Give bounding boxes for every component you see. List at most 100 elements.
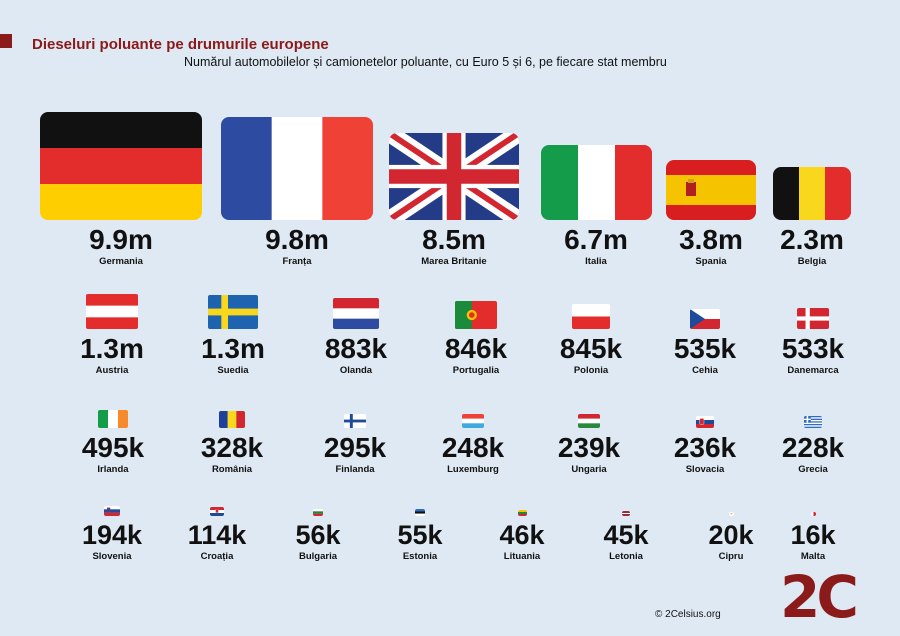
country-card: 16k Malta — [723, 506, 900, 562]
country-card: 9.8m Franța — [207, 112, 387, 267]
country-card: 533k Danemarca — [723, 294, 900, 376]
flag-icon — [517, 510, 527, 516]
country-card: 8.5m Marea Britanie — [364, 112, 544, 267]
country-label: Slovenia — [92, 551, 132, 562]
value-label: 2.3m — [780, 224, 844, 255]
flag-wrap — [696, 410, 714, 428]
country-label: Marea Britanie — [421, 256, 487, 267]
flag-icon — [572, 304, 610, 329]
flag-icon — [622, 511, 630, 516]
country-label: Malta — [800, 551, 826, 562]
flag-icon — [40, 112, 202, 220]
flag-wrap — [389, 112, 519, 220]
country-card: 2.3m Belgia — [722, 112, 900, 267]
flag-wrap — [773, 112, 851, 220]
flag-icon — [86, 294, 138, 329]
country-label: România — [211, 464, 253, 475]
flag-icon — [333, 298, 379, 329]
flag-icon — [540, 145, 652, 220]
country-label: Bulgaria — [298, 551, 337, 562]
country-card: 56k Bulgaria — [228, 506, 408, 562]
country-card: 194k Slovenia — [22, 506, 202, 562]
country-card: 114k Croația — [127, 506, 307, 562]
flag-wrap — [540, 112, 652, 220]
flag-wrap — [219, 410, 245, 428]
flag-icon — [219, 411, 245, 428]
country-card: 883k Olanda — [266, 294, 446, 376]
flag-icon — [313, 509, 323, 516]
country-label: Italia — [585, 256, 607, 267]
value-label: 228k — [781, 432, 845, 463]
flag-wrap — [462, 410, 484, 428]
flag-wrap — [313, 506, 323, 516]
flag-icon — [773, 167, 851, 220]
value-label: 883k — [324, 333, 388, 364]
flag-icon — [221, 117, 373, 220]
flag-icon — [455, 301, 497, 329]
country-label: Estonia — [402, 551, 438, 562]
country-label: Luxemburg — [447, 464, 499, 475]
country-card: 535k Cehia — [615, 294, 795, 376]
country-label: Irlanda — [97, 464, 129, 475]
country-card: 3.8m Spania — [621, 112, 801, 267]
chart-title: Dieseluri poluante pe drumurile europene — [32, 36, 329, 53]
value-label: 46k — [499, 520, 545, 550]
country-card: 20k Cipru — [641, 506, 821, 562]
country-card: 248k Luxemburg — [383, 410, 563, 475]
value-label: 194k — [81, 520, 143, 550]
value-label: 533k — [781, 333, 845, 364]
flag-wrap — [40, 112, 202, 220]
flag-icon — [415, 509, 425, 516]
flag-wrap — [572, 294, 610, 329]
flag-icon — [690, 309, 720, 329]
value-label: 56k — [295, 520, 341, 550]
value-label: 535k — [673, 333, 737, 364]
value-label: 55k — [397, 520, 443, 550]
country-card: 1.3m Suedia — [143, 294, 323, 376]
country-card: 6.7m Italia — [506, 112, 686, 267]
country-label: Grecia — [798, 464, 828, 475]
flag-wrap — [415, 506, 425, 516]
flag-icon — [389, 133, 519, 220]
country-label: Belgia — [797, 256, 827, 267]
flag-wrap — [690, 294, 720, 329]
value-label: 16k — [790, 520, 836, 550]
country-card: 295k Finlanda — [265, 410, 445, 475]
value-label: 495k — [81, 432, 145, 463]
flag-icon — [208, 295, 258, 329]
country-label: Suedia — [217, 365, 249, 376]
value-label: 239k — [557, 432, 621, 463]
value-label: 8.5m — [422, 224, 486, 255]
value-label: 9.9m — [89, 224, 153, 255]
value-label: 248k — [441, 432, 505, 463]
flag-wrap — [210, 506, 224, 516]
value-label: 295k — [323, 432, 387, 463]
value-label: 20k — [708, 520, 754, 550]
country-label: Danemarca — [787, 365, 839, 376]
country-label: Cehia — [692, 365, 718, 376]
country-label: Ungaria — [571, 464, 607, 475]
value-label: 45k — [603, 520, 649, 550]
flag-wrap — [622, 506, 630, 516]
value-label: 3.8m — [679, 224, 743, 255]
country-label: Spania — [695, 256, 727, 267]
country-card: 845k Polonia — [501, 294, 681, 376]
value-label: 9.8m — [265, 224, 329, 255]
country-label: Finlanda — [335, 464, 375, 475]
country-card: 9.9m Germania — [31, 112, 211, 267]
country-label: Franța — [282, 256, 312, 267]
country-card: 1.3m Austria — [22, 294, 202, 376]
value-label: 6.7m — [564, 224, 628, 255]
country-card: 328k România — [142, 410, 322, 475]
country-label: Croația — [200, 551, 234, 562]
value-label: 1.3m — [80, 333, 144, 364]
flag-icon — [578, 414, 600, 428]
country-card: 495k Irlanda — [23, 410, 203, 475]
value-label: 114k — [187, 520, 247, 550]
country-label: Polonia — [573, 365, 609, 376]
flag-icon — [666, 160, 756, 220]
flag-icon — [728, 512, 734, 516]
country-card: 846k Portugalia — [386, 294, 566, 376]
flag-wrap — [86, 294, 138, 329]
flag-icon — [210, 507, 224, 516]
